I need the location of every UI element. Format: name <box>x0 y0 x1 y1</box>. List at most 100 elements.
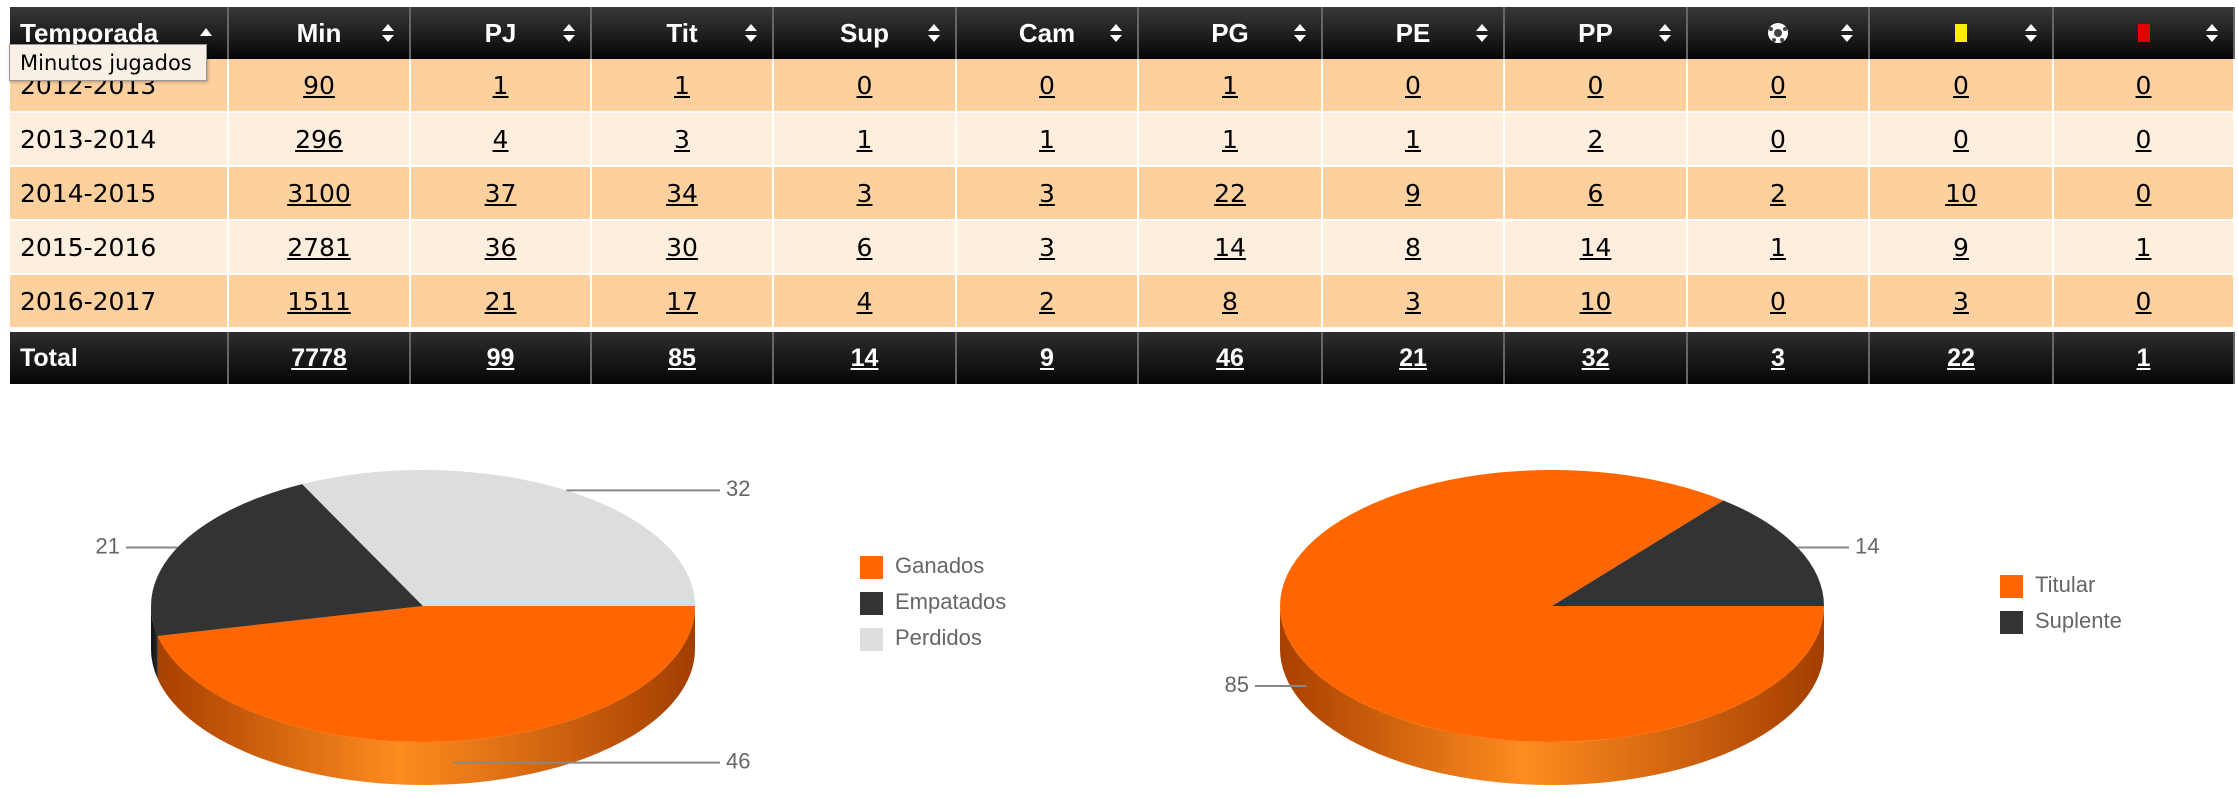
header-cell[interactable] <box>1870 7 2054 59</box>
value[interactable]: 0 <box>1770 124 1786 154</box>
header-label: PG <box>1211 17 1249 48</box>
total-value[interactable]: 32 <box>1581 343 1610 372</box>
value[interactable]: 17 <box>666 286 698 316</box>
header-cell[interactable]: PJ <box>411 7 592 59</box>
total-value[interactable]: 3 <box>1771 343 1785 372</box>
value[interactable]: 3 <box>856 178 873 208</box>
value[interactable]: 1 <box>1222 124 1238 154</box>
total-value[interactable]: 7778 <box>291 343 347 372</box>
sort-icon[interactable] <box>1475 22 1489 44</box>
value[interactable]: 4 <box>492 124 509 154</box>
value[interactable]: 0 <box>1039 70 1055 100</box>
total-value[interactable]: 1 <box>2136 343 2151 372</box>
header-cell[interactable] <box>1688 7 1870 59</box>
value[interactable]: 10 <box>1579 286 1612 316</box>
value[interactable]: 0 <box>1770 286 1786 316</box>
value[interactable]: 1 <box>1039 124 1055 154</box>
sort-icon[interactable] <box>1658 22 1672 44</box>
sort-icon[interactable] <box>381 22 395 44</box>
value[interactable]: 9 <box>1953 232 1969 262</box>
header-cell[interactable]: Sup <box>774 7 957 59</box>
total-value[interactable]: 22 <box>1947 343 1975 372</box>
total-value[interactable]: 46 <box>1216 343 1244 372</box>
legend-label: Ganados <box>895 553 984 578</box>
legend-label: Empatados <box>895 589 1006 614</box>
value[interactable]: 3100 <box>287 178 351 208</box>
value[interactable]: 4 <box>856 286 873 316</box>
value-cell: 3 <box>957 167 1139 221</box>
value[interactable]: 34 <box>666 178 698 208</box>
sort-icon[interactable] <box>927 22 941 44</box>
total-value[interactable]: 99 <box>486 343 515 372</box>
sort-icon[interactable] <box>1840 22 1854 44</box>
value[interactable]: 36 <box>484 232 517 262</box>
total-value[interactable]: 9 <box>1040 343 1054 372</box>
value[interactable]: 0 <box>2135 124 2152 154</box>
value[interactable]: 1 <box>856 124 873 154</box>
value[interactable]: 21 <box>484 286 517 316</box>
value[interactable]: 0 <box>1953 70 1969 100</box>
sort-icon[interactable] <box>1109 22 1123 44</box>
value[interactable]: 2781 <box>287 232 351 262</box>
value[interactable]: 0 <box>1953 124 1969 154</box>
value-cell: 1 <box>957 113 1139 167</box>
value[interactable]: 1 <box>674 70 690 100</box>
value[interactable]: 1 <box>1222 70 1238 100</box>
total-value[interactable]: 14 <box>850 343 879 372</box>
sort-icon[interactable] <box>2205 22 2219 44</box>
value[interactable]: 2 <box>1770 178 1786 208</box>
value[interactable]: 0 <box>856 70 873 100</box>
sort-icon[interactable] <box>2024 22 2038 44</box>
total-value[interactable]: 21 <box>1399 343 1427 372</box>
value[interactable]: 1 <box>1770 232 1786 262</box>
value[interactable]: 2 <box>1587 124 1604 154</box>
sort-icon[interactable] <box>562 22 576 44</box>
header-cell[interactable]: Cam <box>957 7 1139 59</box>
value[interactable]: 10 <box>1945 178 1977 208</box>
value[interactable]: 3 <box>1039 232 1055 262</box>
value[interactable]: 22 <box>1214 178 1246 208</box>
header-cell[interactable] <box>2054 7 2235 59</box>
value[interactable]: 30 <box>666 232 698 262</box>
value[interactable]: 0 <box>1770 70 1786 100</box>
value[interactable]: 14 <box>1579 232 1612 262</box>
header-cell[interactable]: Tit <box>592 7 774 59</box>
value[interactable]: 3 <box>674 124 690 154</box>
value[interactable]: 3 <box>1953 286 1969 316</box>
header-cell[interactable]: Min <box>229 7 411 59</box>
header-cell[interactable]: PG <box>1139 7 1323 59</box>
sort-icon[interactable] <box>1293 22 1307 44</box>
value[interactable]: 0 <box>1405 70 1421 100</box>
value[interactable]: 6 <box>856 232 873 262</box>
value[interactable]: 2 <box>1039 286 1055 316</box>
value[interactable]: 37 <box>484 178 517 208</box>
value[interactable]: 3 <box>1039 178 1055 208</box>
value[interactable]: 1511 <box>287 286 351 316</box>
header-cell[interactable]: PE <box>1323 7 1505 59</box>
value[interactable]: 8 <box>1222 286 1238 316</box>
value[interactable]: 296 <box>295 124 343 154</box>
value[interactable]: 3 <box>1405 286 1421 316</box>
season: 2014-2015 <box>20 178 157 208</box>
value[interactable]: 1 <box>1405 124 1421 154</box>
total-value[interactable]: 85 <box>668 343 696 372</box>
header-cell[interactable]: PP <box>1505 7 1688 59</box>
value[interactable]: 14 <box>1214 232 1246 262</box>
value-cell: 3100 <box>229 167 411 221</box>
value-cell: 3 <box>1323 275 1505 329</box>
value[interactable]: 0 <box>2135 70 2152 100</box>
value[interactable]: 1 <box>492 70 509 100</box>
sort-icon[interactable] <box>744 22 758 44</box>
value-cell: 4 <box>774 275 957 329</box>
value[interactable]: 9 <box>1405 178 1421 208</box>
sort-icon[interactable] <box>199 22 213 44</box>
value[interactable]: 90 <box>303 70 335 100</box>
value[interactable]: 0 <box>2135 178 2152 208</box>
value[interactable]: 1 <box>2135 232 2152 262</box>
value[interactable]: 0 <box>1587 70 1604 100</box>
value[interactable]: 0 <box>2135 286 2152 316</box>
value[interactable]: 6 <box>1587 178 1604 208</box>
value[interactable]: 8 <box>1405 232 1421 262</box>
value-cell: 0 <box>1688 59 1870 113</box>
value-cell: 30 <box>592 221 774 275</box>
